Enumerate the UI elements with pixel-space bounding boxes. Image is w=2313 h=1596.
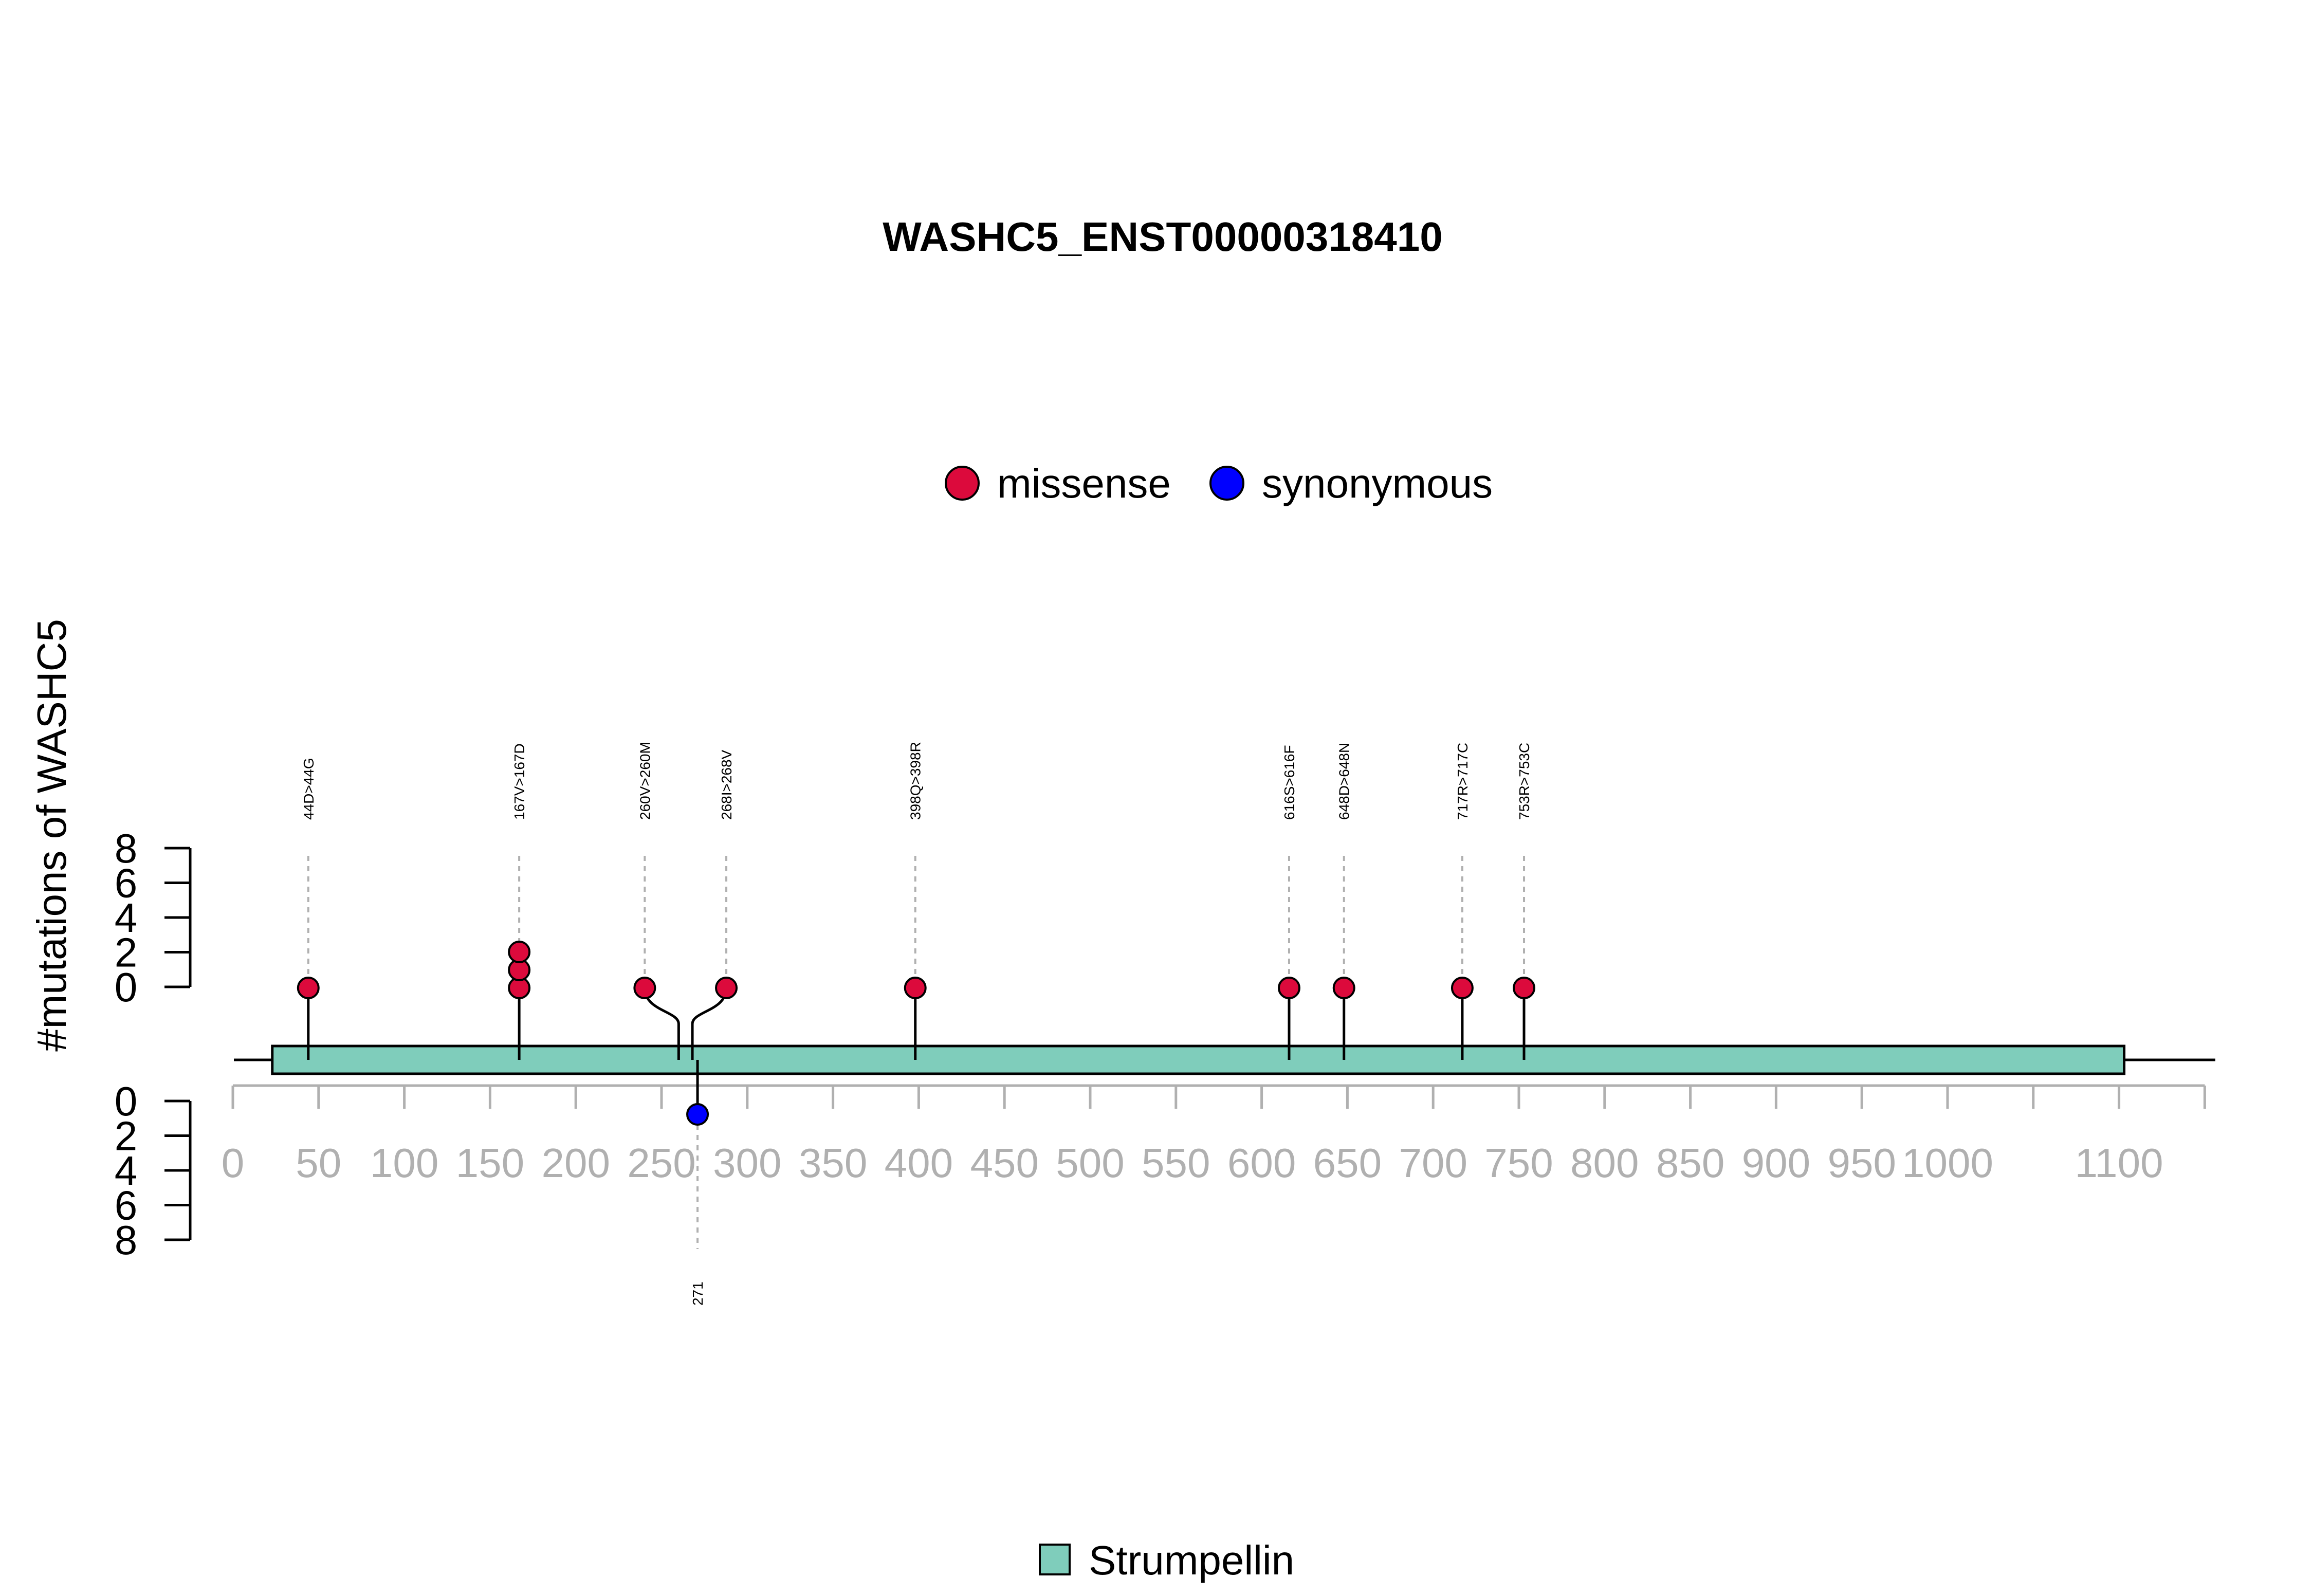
mutation-label: 616S>616F xyxy=(1281,745,1297,820)
upper-axis-tick-label: 8 xyxy=(115,825,138,871)
legend-label-synonymous: synonymous xyxy=(1262,461,1493,506)
domain-legend-swatch xyxy=(1039,1544,1071,1575)
position-axis-tick-label: 250 xyxy=(627,1140,695,1186)
mutation-label: 717R>717C xyxy=(1455,743,1471,820)
mutation-type-legend: missense synonymous xyxy=(945,461,1493,506)
position-axis-tick-label: 300 xyxy=(713,1140,781,1186)
mutation-head xyxy=(1451,977,1474,999)
position-axis-tick-label: 450 xyxy=(970,1140,1038,1186)
domain-Strumpellin xyxy=(271,1044,2126,1075)
mutation-head xyxy=(1513,977,1536,999)
mutation-label: 167V>167D xyxy=(511,743,527,820)
legend-swatch-missense xyxy=(945,466,980,501)
position-axis-tick-label: 1100 xyxy=(2075,1140,2163,1186)
lower-axis-tick-label: 4 xyxy=(115,1148,138,1194)
mutation-head xyxy=(633,977,656,999)
lower-axis-tick-label: 6 xyxy=(115,1183,138,1228)
position-axis-tick-label: 900 xyxy=(1742,1140,1810,1186)
domain-track xyxy=(234,1044,2215,1075)
position-axis-tick-label: 0 xyxy=(222,1140,245,1186)
position-axis-tick-label: 950 xyxy=(1827,1140,1896,1186)
upper-axis-tick-label: 0 xyxy=(115,964,138,1010)
lower-axis-tick-label: 0 xyxy=(115,1078,138,1124)
position-axis-tick-label: 400 xyxy=(885,1140,953,1186)
mutation-head-lower xyxy=(686,1103,709,1126)
position-axis-tick-label: 800 xyxy=(1570,1140,1639,1186)
upper-axis-tick-label: 6 xyxy=(115,860,138,906)
position-axis-tick-label: 850 xyxy=(1656,1140,1724,1186)
lower-axis-tick-label: 8 xyxy=(115,1217,138,1263)
mutation-head xyxy=(904,977,927,999)
legend-label-missense: missense xyxy=(997,461,1171,506)
position-axis-tick-label: 50 xyxy=(296,1140,341,1186)
lower-axis-tick-label: 2 xyxy=(115,1113,138,1159)
mutation-head xyxy=(1277,977,1300,999)
position-axis-tick-label: 100 xyxy=(370,1140,438,1186)
mutation-label: 753R>753C xyxy=(1516,743,1532,820)
upper-axis-tick-label: 4 xyxy=(115,895,138,941)
mutation-head xyxy=(715,977,738,999)
position-axis-tick-label: 600 xyxy=(1227,1140,1296,1186)
mutation-label-lower: 271 xyxy=(690,1281,706,1306)
mutation-label: 268I>268V xyxy=(719,749,735,820)
position-axis-tick-label: 650 xyxy=(1313,1140,1382,1186)
mutation-label: 44D>44G xyxy=(301,758,317,820)
mutation-label: 260V>260M xyxy=(637,742,653,820)
mutation-label: 648D>648N xyxy=(1336,743,1352,820)
position-axis-tick-label: 550 xyxy=(1142,1140,1210,1186)
position-axis-tick-label: 700 xyxy=(1399,1140,1467,1186)
position-axis-tick-label: 750 xyxy=(1484,1140,1553,1186)
legend-swatch-synonymous xyxy=(1209,466,1244,501)
domain-legend-label: Strumpellin xyxy=(1089,1537,1294,1583)
position-axis-tick-label: 350 xyxy=(799,1140,867,1186)
upper-axis-tick-label: 2 xyxy=(115,930,138,976)
position-axis-tick-label: 200 xyxy=(541,1140,610,1186)
position-axis-tick-label: 1000 xyxy=(1902,1140,1993,1186)
mutation-label: 398Q>398R xyxy=(908,742,924,820)
position-axis: 0 50 100 150 200 250 300 350 400 450 500 550 600 650 7… xyxy=(222,1084,2206,1186)
mutation-head xyxy=(297,977,320,999)
chart-title: WASHC5_ENST00000318410 xyxy=(883,214,1443,260)
y-axis-label: #mutations of WASHC5 xyxy=(29,619,75,1052)
mutation-lollipops: 44D>44G 167V>167D 260V>260M 268I>268V 398Q>3… xyxy=(297,742,1536,1306)
mutation-head xyxy=(1332,977,1355,999)
position-axis-tick-label: 500 xyxy=(1056,1140,1124,1186)
mutation-head xyxy=(508,941,531,963)
domain-legend: Strumpellin xyxy=(1039,1537,1294,1583)
position-axis-tick-label: 150 xyxy=(456,1140,524,1186)
